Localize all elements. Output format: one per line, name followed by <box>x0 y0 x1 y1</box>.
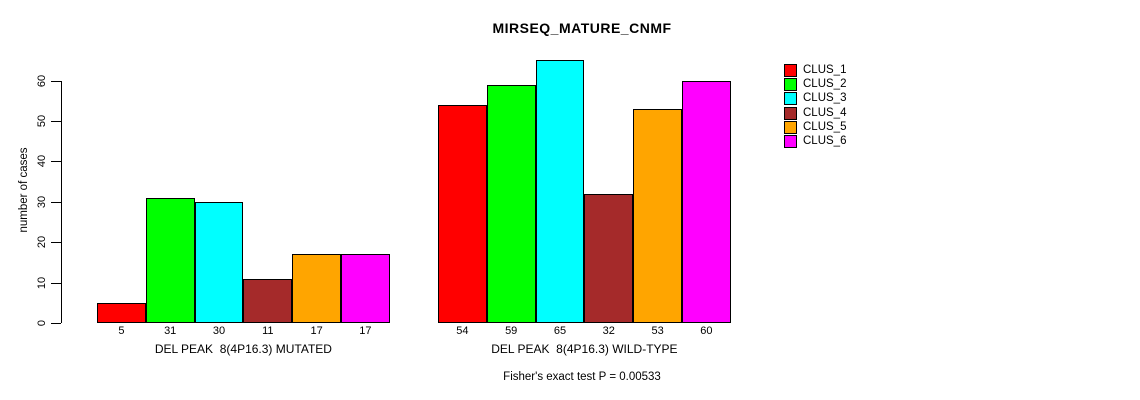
y-tick <box>51 323 61 324</box>
legend-label: CLUS_4 <box>803 106 847 119</box>
bar <box>292 254 341 323</box>
bar-value-label: 54 <box>456 325 469 337</box>
legend-swatch <box>784 135 797 149</box>
bar-value-label: 5 <box>118 325 125 337</box>
y-axis-title: number of cases <box>18 147 30 233</box>
legend-swatch <box>784 77 797 91</box>
fisher-test-annotation: Fisher's exact test P = 0.00533 <box>503 371 661 383</box>
y-tick-label: 10 <box>36 276 48 289</box>
y-tick-label: 30 <box>36 195 48 208</box>
bar-value-label: 59 <box>505 325 518 337</box>
legend-swatch <box>784 106 797 120</box>
bar-value-label: 32 <box>602 325 615 337</box>
bar-value-label: 31 <box>164 325 177 337</box>
legend-label: CLUS_5 <box>803 120 847 133</box>
y-tick <box>51 242 61 244</box>
bar <box>486 84 536 323</box>
y-tick <box>51 201 61 203</box>
bar <box>535 60 585 323</box>
bar <box>341 254 390 323</box>
group-label: DEL PEAK 8(4P16.3) MUTATED <box>154 342 332 356</box>
bar <box>194 201 244 323</box>
legend-label: CLUS_3 <box>803 92 847 105</box>
legend-swatch <box>784 120 797 134</box>
group-label: DEL PEAK 8(4P16.3) WILD-TYPE <box>491 342 678 356</box>
y-tick <box>51 121 61 122</box>
bar-value-label: 17 <box>359 325 372 337</box>
bar <box>682 80 731 323</box>
bar <box>243 278 293 323</box>
y-tick <box>51 80 61 82</box>
bar-value-label: 11 <box>262 325 274 337</box>
y-tick-label: 50 <box>36 114 48 128</box>
bar <box>97 302 146 323</box>
chart-title: MIRSEQ_MATURE_CNMF <box>492 20 672 36</box>
bar-value-label: 53 <box>651 325 664 337</box>
bar-value-label: 60 <box>700 325 713 337</box>
y-tick <box>51 161 61 163</box>
bar-value-label: 65 <box>553 325 567 337</box>
legend-swatch <box>784 63 797 77</box>
bar <box>438 104 487 323</box>
bar-value-label: 30 <box>212 325 226 337</box>
y-tick-label: 60 <box>36 74 48 87</box>
bar-value-label: 17 <box>310 325 323 337</box>
y-tick-label: 20 <box>36 236 48 249</box>
legend-label: CLUS_2 <box>803 77 847 90</box>
y-tick-label: 0 <box>36 319 48 327</box>
bar <box>145 197 195 323</box>
y-axis-line <box>61 80 62 323</box>
y-tick <box>51 282 61 284</box>
legend-swatch <box>784 92 797 106</box>
bar <box>584 193 634 323</box>
legend-label: CLUS_1 <box>803 63 847 76</box>
bar <box>633 108 682 323</box>
legend-label: CLUS_6 <box>803 135 847 148</box>
y-tick-label: 40 <box>36 155 48 168</box>
